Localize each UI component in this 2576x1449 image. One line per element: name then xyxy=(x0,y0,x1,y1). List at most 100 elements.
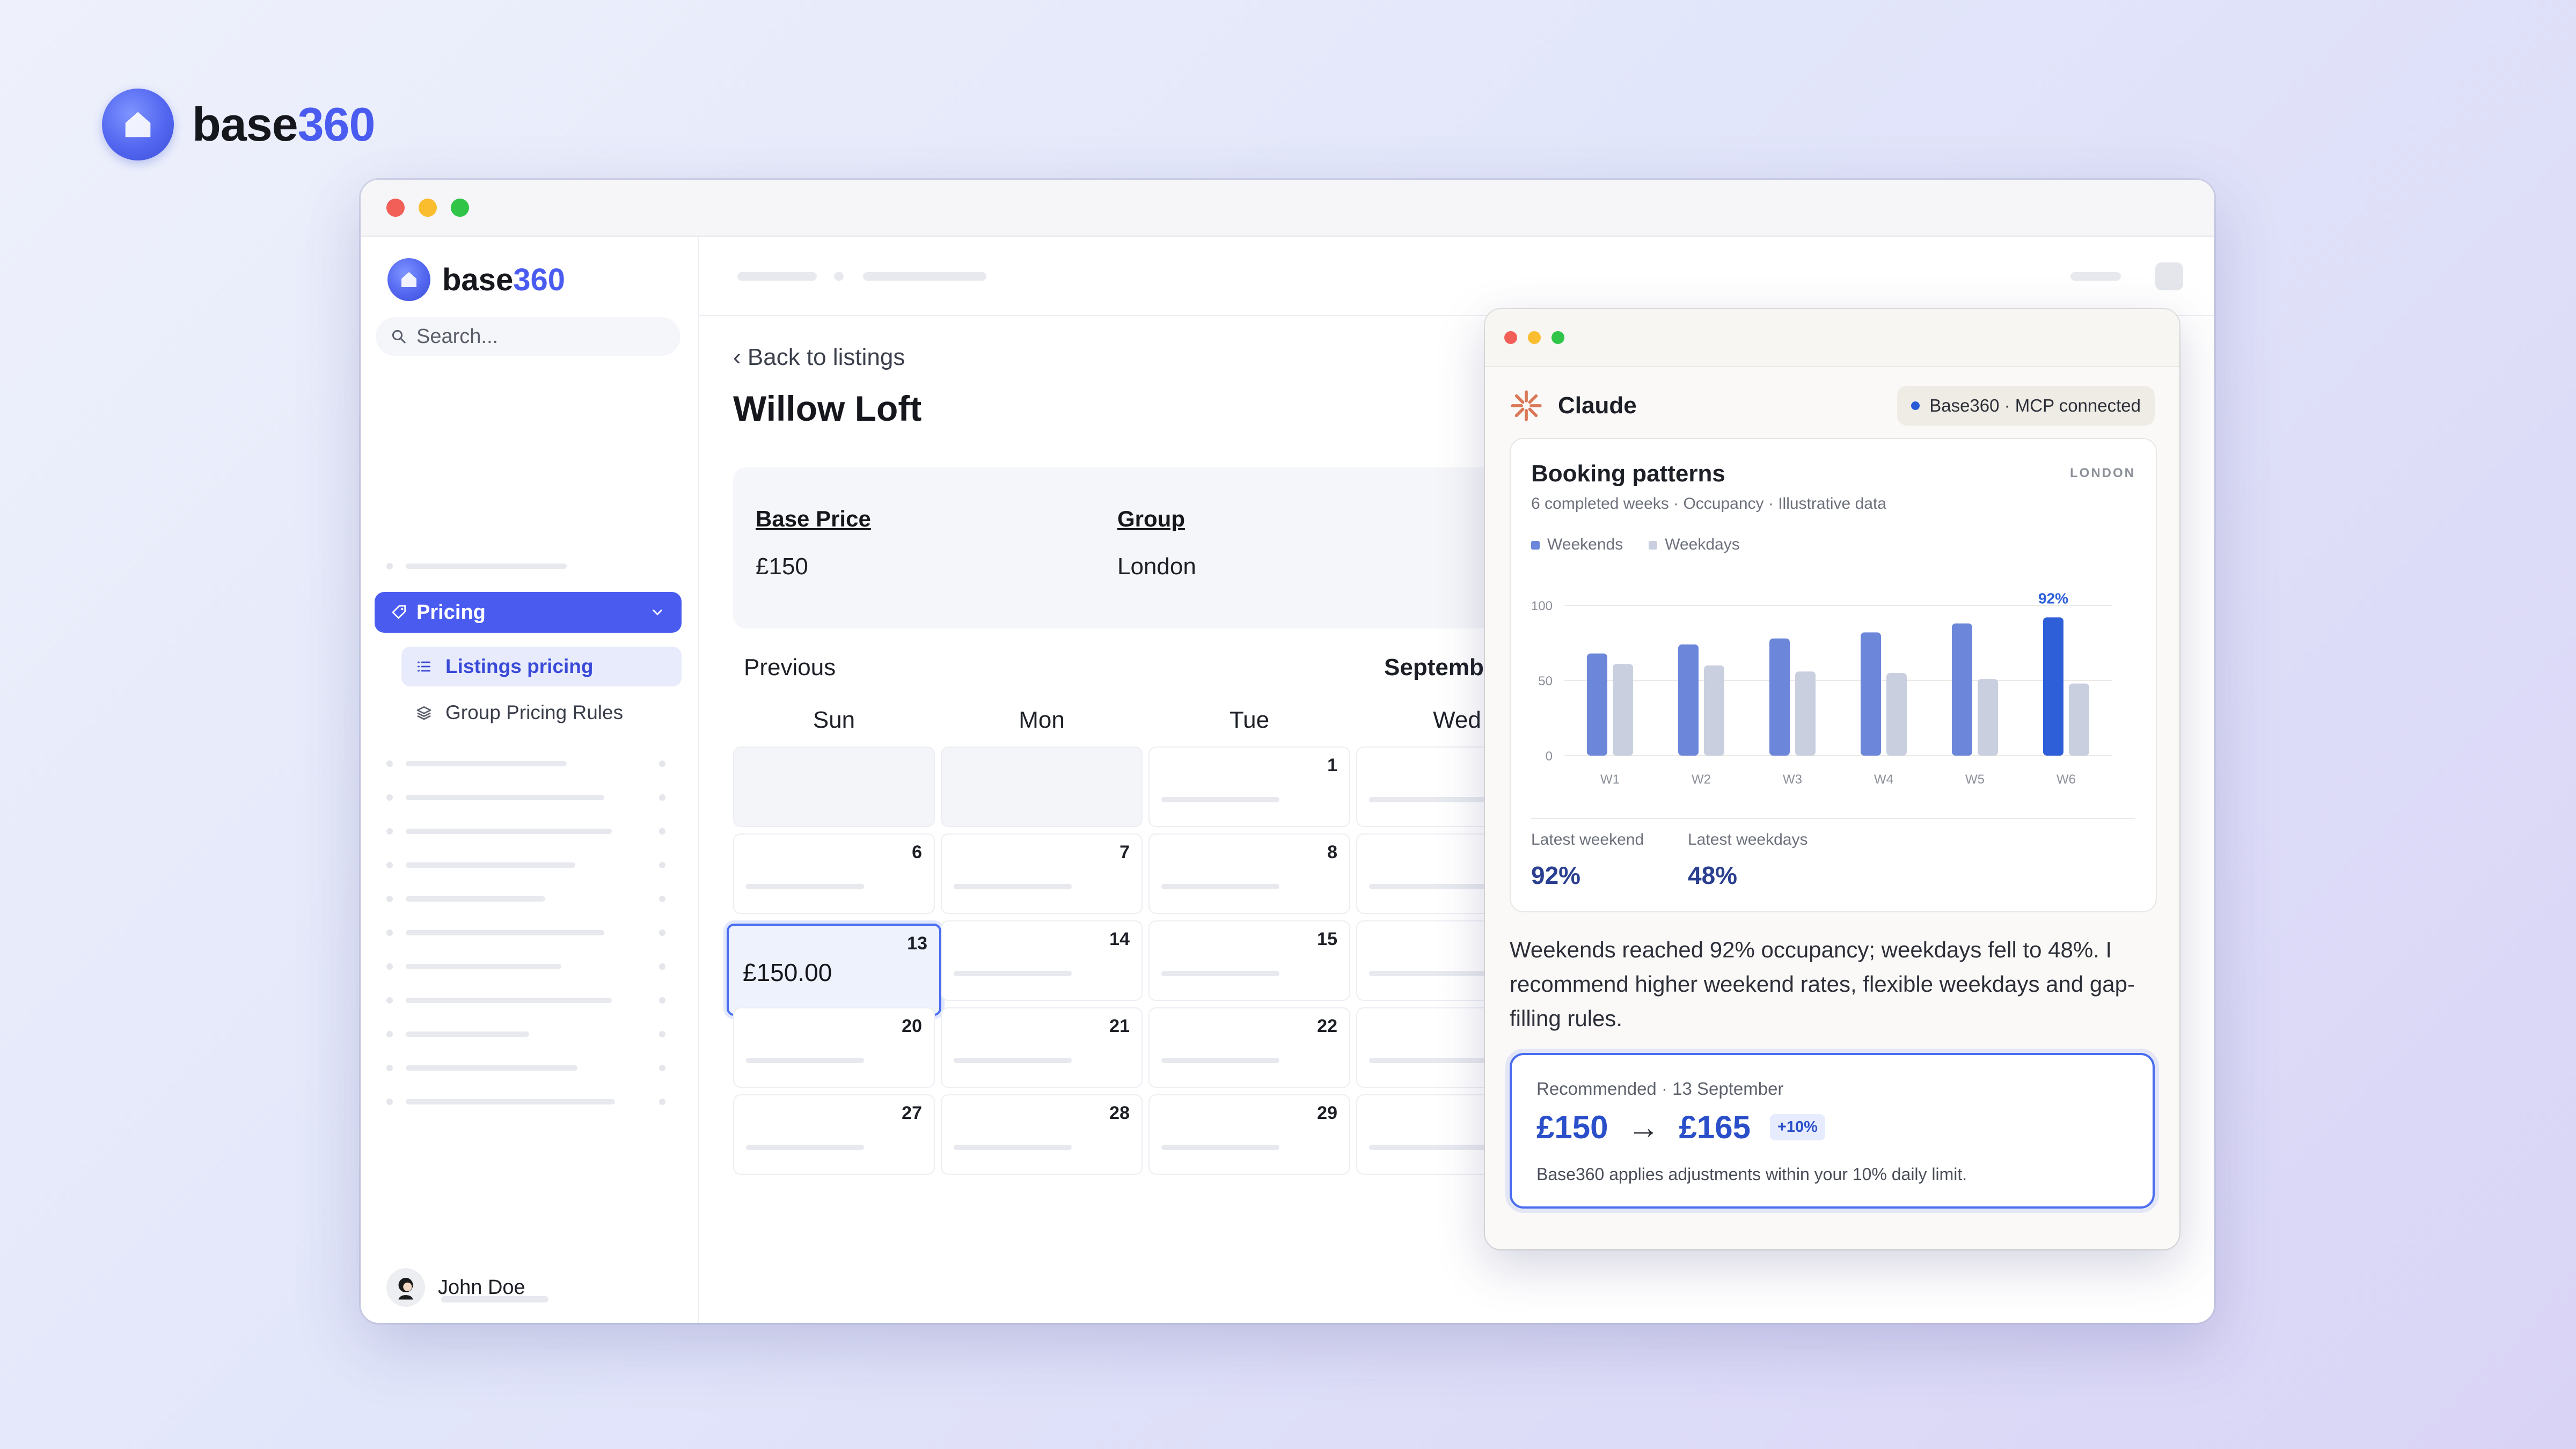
placeholder-line xyxy=(746,1145,864,1150)
day-number: 1 xyxy=(1327,755,1337,775)
booking-patterns-card: Booking patterns 6 completed weeks · Occ… xyxy=(1510,438,2157,912)
bar-weekends-w1 xyxy=(1587,653,1607,756)
toolbar-button[interactable] xyxy=(2155,262,2183,290)
bar-weekdays-w2 xyxy=(1704,665,1724,756)
back-to-listings-link[interactable]: ‹ Back to listings xyxy=(733,344,905,370)
claude-titlebar xyxy=(1485,309,2179,367)
back-label: Back to listings xyxy=(747,344,905,370)
calendar-day-cell[interactable]: 14 xyxy=(941,920,1143,1001)
placeholder-line xyxy=(406,964,561,969)
group-label[interactable]: Group xyxy=(1117,506,1185,531)
sidebar-brand-name: base360 xyxy=(442,262,565,297)
maximize-window-button[interactable] xyxy=(451,199,469,217)
calendar-day-cell[interactable]: 15 xyxy=(1148,920,1350,1001)
recommendation-note: Base360 applies adjustments within your … xyxy=(1536,1165,1967,1184)
claude-header: Claude Base360 · MCP connected xyxy=(1510,384,2155,427)
calendar-day-cell[interactable]: 8 xyxy=(1148,833,1350,914)
placeholder-line xyxy=(1161,971,1279,976)
sidebar-item-label: Listings pricing xyxy=(445,655,594,677)
y-tick-label: 50 xyxy=(1538,674,1553,689)
placeholder-line xyxy=(954,884,1072,889)
chart-legend: Weekends Weekdays xyxy=(1531,536,1740,554)
placeholder-dot xyxy=(659,1099,665,1105)
sidebar-item-pricing[interactable]: Pricing xyxy=(375,592,682,633)
day-price: £150.00 xyxy=(743,958,832,986)
bar-weekdays-w5 xyxy=(1978,679,1998,756)
group-field: Group London xyxy=(1117,506,1196,580)
sidebar-item-listings-pricing[interactable]: Listings pricing xyxy=(401,647,682,686)
layers-icon xyxy=(416,706,431,720)
placeholder-dot xyxy=(659,828,665,835)
data-label: 92% xyxy=(2038,590,2068,606)
close-window-button[interactable] xyxy=(386,199,405,217)
calendar-day-cell[interactable]: 21 xyxy=(941,1007,1143,1088)
y-tick-label: 0 xyxy=(1546,749,1553,764)
legend-label: Weekends xyxy=(1547,536,1623,553)
day-header: Sun xyxy=(813,707,855,733)
day-number: 14 xyxy=(1109,929,1130,949)
claude-panel: Claude Base360 · MCP connected Booking p… xyxy=(1485,309,2179,1249)
brand-name: base360 xyxy=(192,98,375,151)
user-profile[interactable]: John Doe xyxy=(386,1268,525,1307)
calendar-previous-button[interactable]: Previous xyxy=(744,654,836,680)
placeholder-dot xyxy=(386,963,393,970)
sidebar-item-group-pricing-rules[interactable]: Group Pricing Rules xyxy=(401,693,682,733)
calendar-month-label: Septemb xyxy=(1384,654,1484,680)
placeholder-dot xyxy=(386,896,393,902)
day-header: Mon xyxy=(1019,707,1065,733)
legend-weekends: Weekends xyxy=(1531,536,1623,554)
sidebar: base360 Search... Pricing Listings prici… xyxy=(361,237,699,1323)
minimize-panel-button[interactable] xyxy=(1528,331,1541,344)
stat-label: Latest weekend xyxy=(1531,831,1644,848)
search-placeholder: Search... xyxy=(416,325,499,348)
sidebar-brand[interactable]: base360 xyxy=(387,258,565,301)
placeholder-dot xyxy=(659,997,665,1004)
sidebar-item-label: Pricing xyxy=(416,601,486,624)
claude-logo-icon xyxy=(1511,390,1542,421)
placeholder-line xyxy=(746,884,864,889)
arrow-right-icon: → xyxy=(1627,1109,1660,1145)
recommendation-prices: £150 → £165 +10% xyxy=(1536,1109,1825,1146)
legend-label: Weekdays xyxy=(1665,536,1740,553)
close-panel-button[interactable] xyxy=(1504,331,1517,344)
minimize-window-button[interactable] xyxy=(419,199,437,217)
avatar xyxy=(386,1268,425,1307)
placeholder-line xyxy=(406,1031,529,1037)
calendar-day-cell[interactable]: 1 xyxy=(1148,747,1350,827)
day-header: Tue xyxy=(1229,707,1270,733)
day-number: 6 xyxy=(912,842,922,862)
maximize-panel-button[interactable] xyxy=(1552,331,1564,344)
day-number: 8 xyxy=(1327,842,1337,862)
calendar-day-cell[interactable]: 28 xyxy=(941,1094,1143,1175)
calendar-day-cell[interactable]: 7 xyxy=(941,833,1143,914)
day-number: 7 xyxy=(1119,842,1130,862)
calendar-day-cell[interactable]: 27 xyxy=(733,1094,935,1175)
placeholder-line xyxy=(406,1065,577,1071)
x-tick-label: W5 xyxy=(1965,772,1985,787)
search-input[interactable]: Search... xyxy=(376,317,680,356)
base-price-label[interactable]: Base Price xyxy=(756,506,871,531)
main-content: ‹ Back to listings Willow Loft Base Pric… xyxy=(699,237,2214,1323)
calendar-day-cell[interactable]: 29 xyxy=(1148,1094,1350,1175)
placeholder-dot xyxy=(386,563,393,569)
calendar-day-cell[interactable]: 20 xyxy=(733,1007,935,1088)
calendar-day-cell[interactable]: 6 xyxy=(733,833,935,914)
change-badge: +10% xyxy=(1769,1114,1825,1140)
bar-weekdays-w6 xyxy=(2069,683,2089,756)
list-icon xyxy=(418,661,430,672)
placeholder-line xyxy=(746,1058,864,1063)
house-logo-icon xyxy=(387,258,430,301)
recommendation-card[interactable]: Recommended · 13 September £150 → £165 +… xyxy=(1510,1053,2155,1209)
placeholder-line xyxy=(1161,797,1279,802)
sidebar-item-label: Group Pricing Rules xyxy=(445,701,624,723)
stat-value: 48% xyxy=(1688,861,1738,889)
mcp-status-text: Base360 · MCP connected xyxy=(1929,396,2141,415)
calendar-empty-cell[interactable] xyxy=(733,747,935,827)
placeholder-line xyxy=(441,1296,548,1302)
placeholder-line xyxy=(406,862,575,868)
calendar-empty-cell[interactable] xyxy=(941,747,1143,827)
placeholder-line xyxy=(406,829,612,834)
window-titlebar xyxy=(361,180,2214,237)
calendar-day-cell[interactable]: 22 xyxy=(1148,1007,1350,1088)
calendar-day-cell[interactable]: 13 £150.00 xyxy=(727,924,941,1016)
